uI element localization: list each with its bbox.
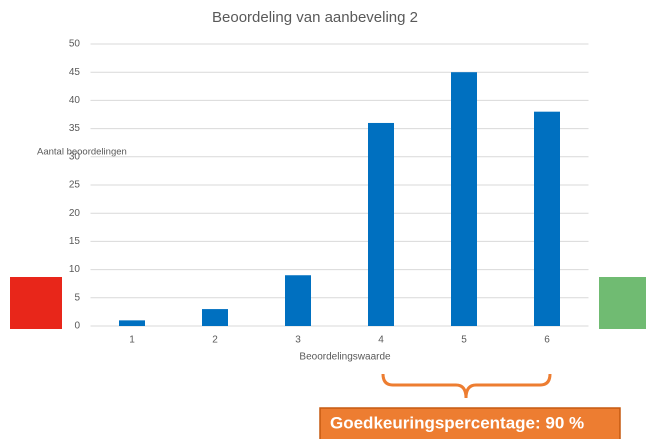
x-tick-label: 3 (295, 335, 301, 346)
y-tick-label: 10 (69, 264, 81, 275)
x-tick-label: 6 (544, 335, 550, 346)
y-tick-label: 40 (69, 95, 81, 106)
y-tick-label: 20 (69, 208, 81, 219)
y-axis-label: Aantal beoordelingen (37, 147, 127, 158)
x-tick-label: 1 (129, 335, 135, 346)
bar (534, 111, 560, 327)
bar (285, 275, 311, 326)
annotation-box (319, 407, 621, 439)
red-indicator (10, 277, 62, 329)
y-tick-label: 50 (69, 39, 81, 50)
y-tick-label: 15 (69, 236, 81, 247)
y-tick-label: 30 (69, 151, 81, 162)
x-tick-label: 4 (378, 335, 384, 346)
green-indicator (599, 277, 646, 329)
y-tick-label: 35 (69, 123, 81, 134)
y-tick-label: 0 (74, 321, 80, 332)
chart-title: Beoordeling van aanbeveling 2 (212, 9, 418, 26)
bar (119, 320, 145, 326)
annotation: Goedkeuringspercentage: 90 % (330, 413, 584, 432)
x-tick-label: 2 (212, 335, 218, 346)
y-tick-label: 45 (69, 67, 81, 78)
x-axis-label: Beoordelingswaarde (299, 352, 391, 363)
y-tick-label: 5 (74, 292, 80, 303)
bar (451, 72, 477, 326)
bar (368, 122, 394, 327)
bracket (381, 373, 552, 399)
x-tick-label: 5 (461, 335, 467, 346)
y-tick-label: 25 (69, 180, 81, 191)
bar (202, 309, 228, 326)
